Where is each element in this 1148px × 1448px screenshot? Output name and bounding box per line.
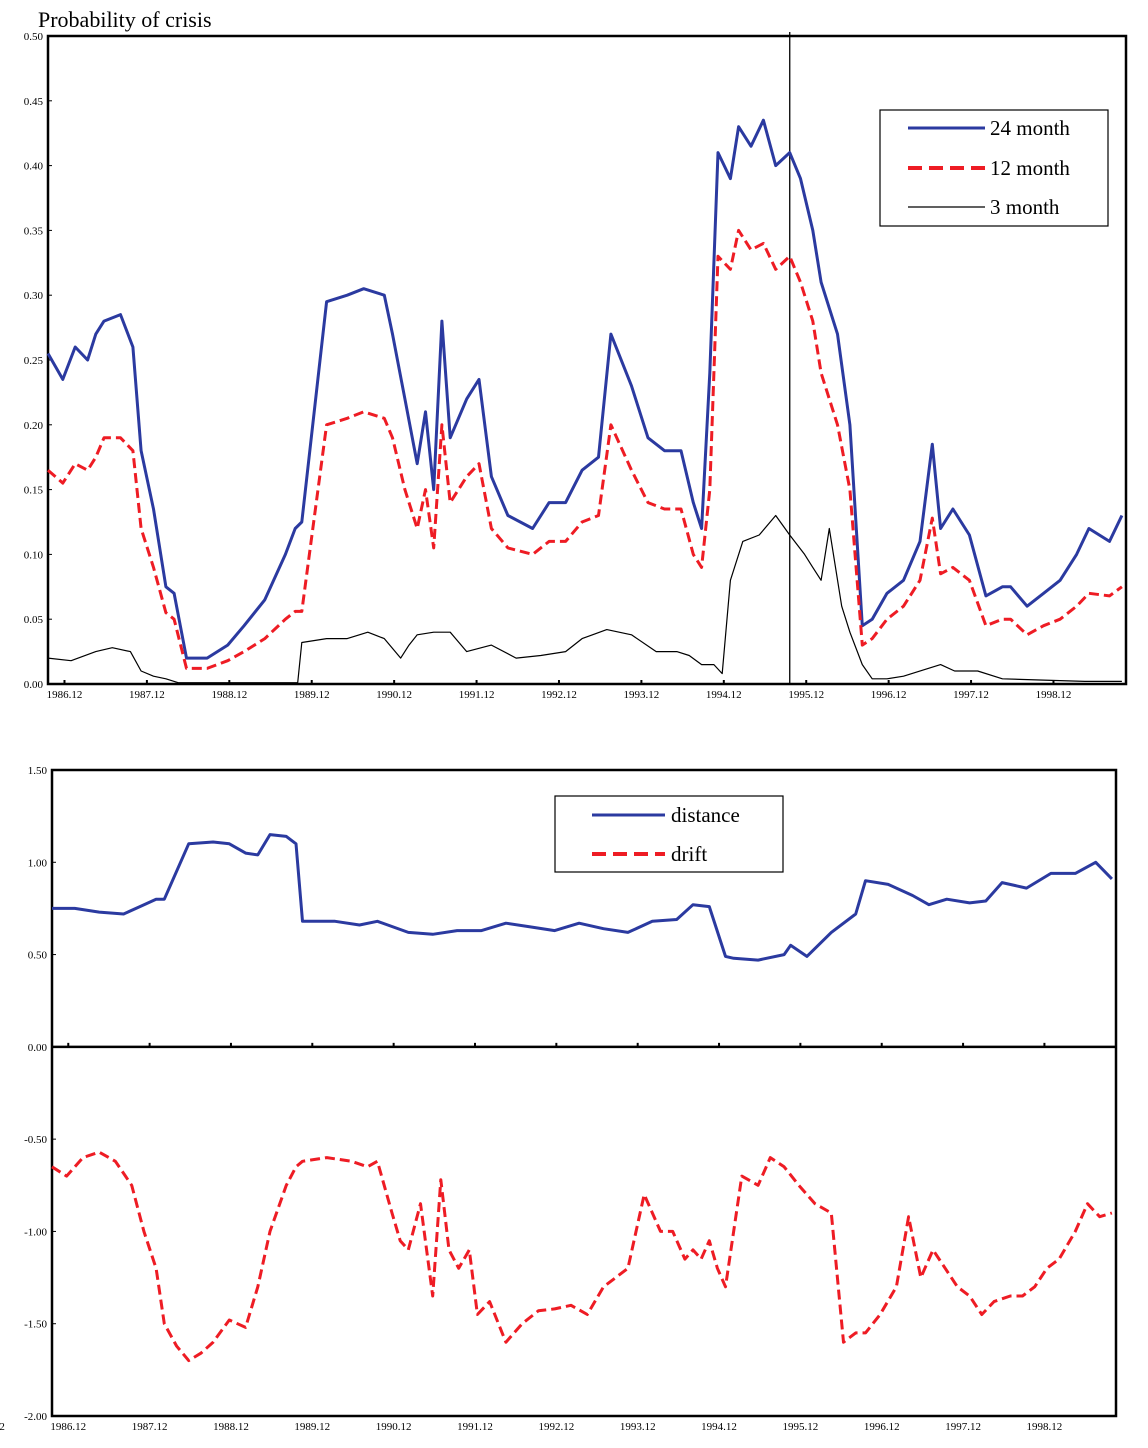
legend-label: 24 month — [990, 116, 1070, 140]
legend-box — [554, 795, 784, 873]
y-tick-label: 0.30 — [24, 290, 44, 302]
x-tick-label: 1996.12 — [864, 1421, 900, 1433]
series-line-24-month — [46, 118, 1124, 660]
x-tick-label: 1995.12 — [783, 1421, 819, 1433]
x-tick-label: 1990.12 — [376, 1421, 412, 1433]
y-tick-label: 1.50 — [28, 765, 48, 777]
legend-label: 3 month — [990, 195, 1060, 219]
y-tick-label: 0.35 — [24, 225, 44, 237]
x-tick-label: 1993.12 — [624, 689, 660, 701]
x-tick-label: 1988.12 — [213, 1421, 249, 1433]
x-tick-label: 1997.12 — [945, 1421, 981, 1433]
x-tick-label: 1998.12 — [1027, 1421, 1063, 1433]
x-tick-label: 1991.12 — [459, 689, 495, 701]
y-tick-label: 0.50 — [24, 31, 44, 43]
y-tick-label: -0.50 — [24, 1134, 47, 1146]
y-tick-label: 0.20 — [24, 420, 44, 432]
legend-label: distance — [671, 803, 740, 827]
series-line-distance — [52, 833, 1113, 962]
y-tick-label: -1.00 — [24, 1226, 47, 1238]
x-tick-label: 1986.12 — [47, 689, 83, 701]
y-tick-label: 0.40 — [24, 161, 44, 173]
x-tick-label: 1993.12 — [620, 1421, 656, 1433]
y-tick-label: 0.10 — [24, 549, 44, 561]
y-tick-label: 0.05 — [24, 614, 44, 626]
x-tick-label: 1987.12 — [132, 1421, 168, 1433]
chart-title: Probability of crisis — [38, 7, 212, 32]
x-tick-label: 1986.12 — [50, 1421, 86, 1433]
x-tick-label: 1996.12 — [871, 689, 907, 701]
x-tick-label: 1997.12 — [953, 689, 989, 701]
legend-label: drift — [671, 842, 707, 866]
x-tick-label: 1985.12 — [0, 1421, 5, 1433]
x-tick-label: 1989.12 — [294, 1421, 330, 1433]
y-tick-label: 1.00 — [28, 857, 48, 869]
y-tick-label: -2.00 — [24, 1411, 47, 1423]
y-tick-label: 0.00 — [28, 1042, 48, 1054]
x-tick-label: 1988.12 — [211, 689, 247, 701]
x-tick-label: 1992.12 — [538, 1421, 574, 1433]
y-tick-label: 0.00 — [24, 679, 44, 691]
y-tick-label: 0.15 — [24, 485, 44, 497]
plot-frame-2 — [50, 768, 1118, 1418]
x-tick-label: 1989.12 — [294, 689, 330, 701]
legend-label: 12 month — [990, 156, 1070, 180]
series-line-3-month — [47, 514, 1122, 684]
x-tick-label: 1998.12 — [1036, 689, 1072, 701]
x-tick-label: 1991.12 — [457, 1421, 493, 1433]
x-tick-label: 1987.12 — [129, 689, 165, 701]
x-tick-label: 1992.12 — [541, 689, 577, 701]
y-tick-label: 0.45 — [24, 96, 44, 108]
series-line-12-month — [47, 228, 1123, 670]
series-line-drift — [51, 1150, 1113, 1363]
y-tick-label: 0.50 — [28, 950, 48, 962]
y-tick-label: -1.50 — [24, 1319, 47, 1331]
x-tick-label: 1994.12 — [706, 689, 742, 701]
y-tick-label: 0.25 — [24, 355, 44, 367]
x-tick-label: 1995.12 — [788, 689, 824, 701]
x-tick-label: 1994.12 — [701, 1421, 737, 1433]
x-tick-label: 1990.12 — [376, 689, 412, 701]
